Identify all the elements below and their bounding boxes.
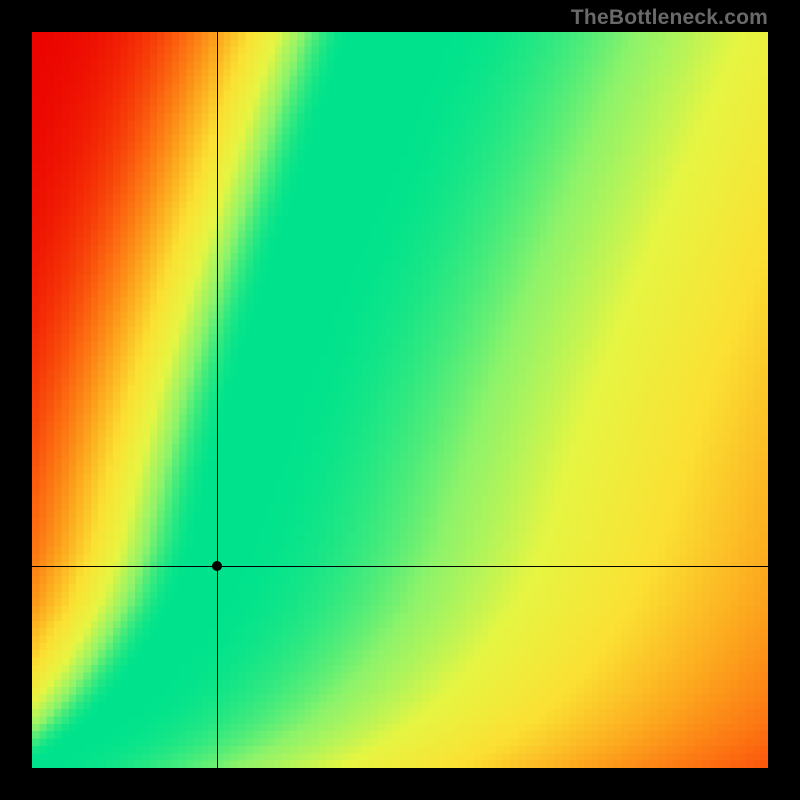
crosshair-marker (212, 561, 222, 571)
crosshair-horizontal (32, 566, 768, 567)
heatmap-plot (32, 32, 768, 768)
heatmap-canvas (32, 32, 768, 768)
watermark-text: TheBottleneck.com (571, 6, 768, 30)
crosshair-vertical (217, 32, 218, 768)
